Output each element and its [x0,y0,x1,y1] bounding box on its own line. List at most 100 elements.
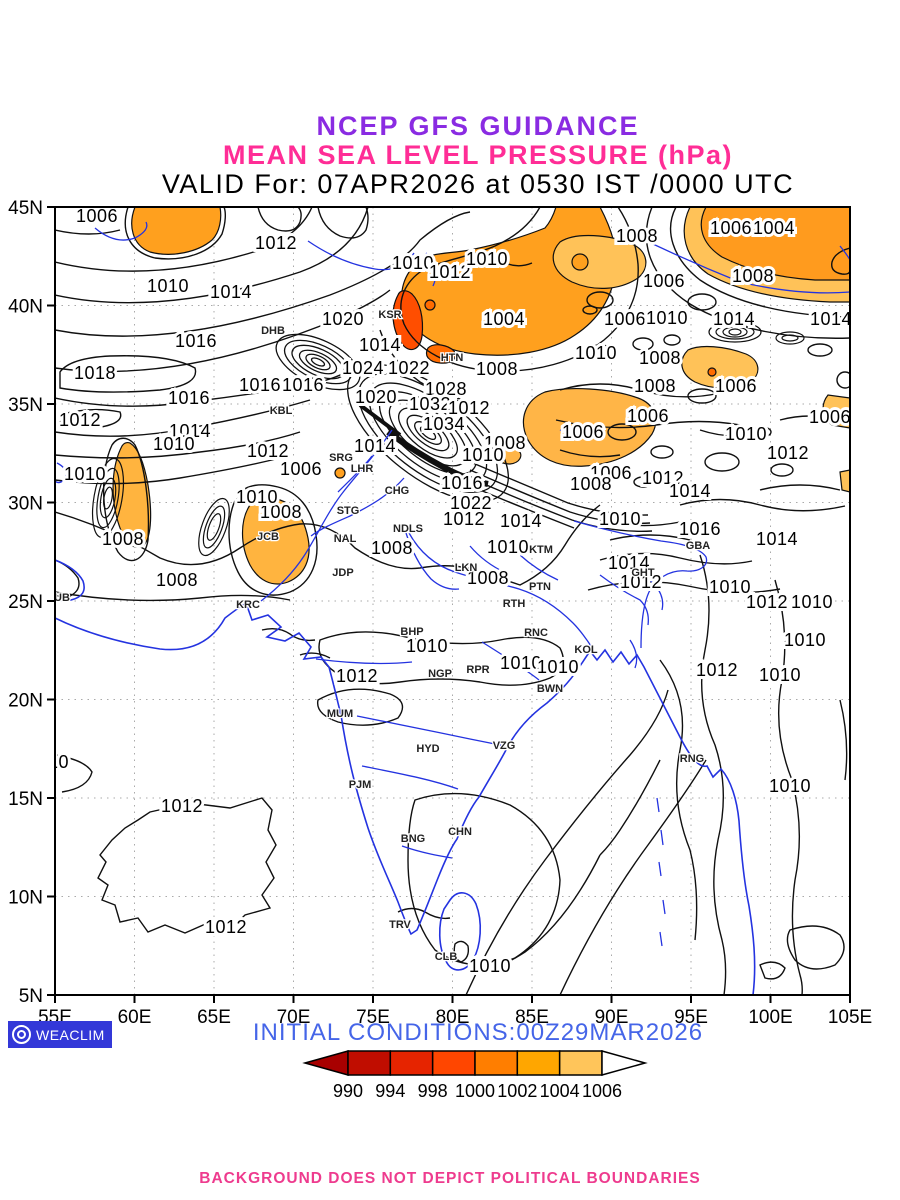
coastline-river [619,559,664,611]
contour-label: 1034 [423,414,465,434]
isobar-contour [786,925,845,970]
contour-label: 1032 [409,394,451,414]
contour-label: 1012 [746,592,788,612]
x-tick-label: 70E [277,1007,311,1028]
contour-label: 1012 [642,468,684,488]
contour-label: 1014 [756,529,798,549]
y-tick-label: 25N [8,592,43,613]
pressure-shading [424,299,436,311]
contour-label: 1014 [669,481,711,501]
axis-tick [47,206,851,1003]
x-tick-label: 65E [197,1007,231,1028]
y-tick-label: 15N [8,789,43,810]
dense-contour-cluster [781,334,799,342]
x-tick-label: 90E [595,1007,629,1028]
dense-contour-cluster [585,321,805,360]
city-label: KBL [270,405,293,417]
x-tick-label: 95E [674,1007,708,1028]
isobar-contour [663,334,681,346]
dense-contour-cluster [305,353,331,371]
isobar-contour [453,940,470,963]
contour-label: 1006 [710,218,752,238]
dense-contour-cluster [103,486,113,510]
isobar-contour [59,355,197,393]
pressure-shading [522,388,657,467]
contour-label: 1010 [759,665,801,685]
isobar-contour [599,519,681,527]
isobar-contour [55,504,601,586]
dense-contour-cluster [419,425,437,441]
coastline-river [55,221,850,995]
contour-label: 1022 [450,493,492,513]
city-label: KRC [236,599,260,611]
isobar-contour [407,792,561,966]
contour-label: 1010 [64,464,106,484]
colorbar-value: 1004 [540,1081,580,1101]
contour-label: 1012 [696,660,738,680]
dense-contour-cluster [357,373,499,493]
contour-label: 1014 [810,309,852,329]
isobar-contour [752,426,772,438]
isobar-contour [55,754,93,793]
isobar-contour [669,207,850,318]
colorbar-segment [474,1050,519,1076]
colorbar-segment [389,1050,434,1076]
pressure-colorbar: 990 994 998 1000 1002 1004 1006 [295,1043,655,1101]
city-label: STG [337,505,360,517]
city-label: RNG [680,753,704,765]
pressure-shading [681,345,759,389]
isobar-contour [559,383,721,398]
contour-label: 1010 [236,487,278,507]
coastline-river [55,601,756,995]
colorbar-value: 990 [333,1081,363,1101]
contour-label: 1008 [467,568,509,588]
dense-contour-cluster [378,391,478,475]
contour-label: 1012 [620,572,662,592]
contour-label: 1006 [809,407,851,427]
city-label: GBA [686,540,711,552]
contour-label: 1012 [247,441,289,461]
contour-label: 1016 [175,331,217,351]
isobar-contour [607,423,637,441]
dense-contour-cluster [96,467,120,529]
isobar-contour [358,403,402,437]
dense-contour-cluster [198,497,230,557]
isobar-contour [97,797,277,934]
contour-label: 1006 [643,271,685,291]
x-tick-label: 80E [436,1007,470,1028]
pressure-shading [839,469,850,493]
dense-contour-cluster [728,328,742,336]
contour-label: 1018 [74,363,116,383]
city-label: DHB [261,325,285,337]
y-tick-label: 40N [8,297,43,318]
city-label: KTM [529,544,553,556]
city-label: RNC [524,627,548,639]
isobar-contour [559,759,707,995]
isobar-contour [599,759,661,856]
isobar-contour [55,289,391,373]
coastline-river [307,240,415,271]
contour-label: 1012 [255,233,297,253]
colorbar-segment [347,1050,392,1076]
x-tick-label: 75E [356,1007,390,1028]
city-label: DUB [46,592,70,604]
contour-label: 1012 [429,262,471,282]
isobar-contour [228,484,318,596]
x-tick-label: 60E [118,1007,152,1028]
contour-label: 1014 [354,436,396,456]
y-tick-label: 5N [19,986,43,1007]
pressure-shading [241,497,310,585]
contour-label: 1012 [767,443,809,463]
contour-label: 1012 [59,410,101,430]
contour-label: 1008 [570,474,612,494]
dense-contour-cluster [414,421,442,445]
coastline-river [356,715,506,747]
dense-contour-cluster [708,321,762,343]
contour-label: 1010 [791,592,833,612]
contour-label: 1014 [169,421,211,441]
city-label: MUM [327,708,353,720]
pressure-shading [707,367,717,377]
coastline-river [481,641,540,681]
contour-label: 1010 [769,776,811,796]
